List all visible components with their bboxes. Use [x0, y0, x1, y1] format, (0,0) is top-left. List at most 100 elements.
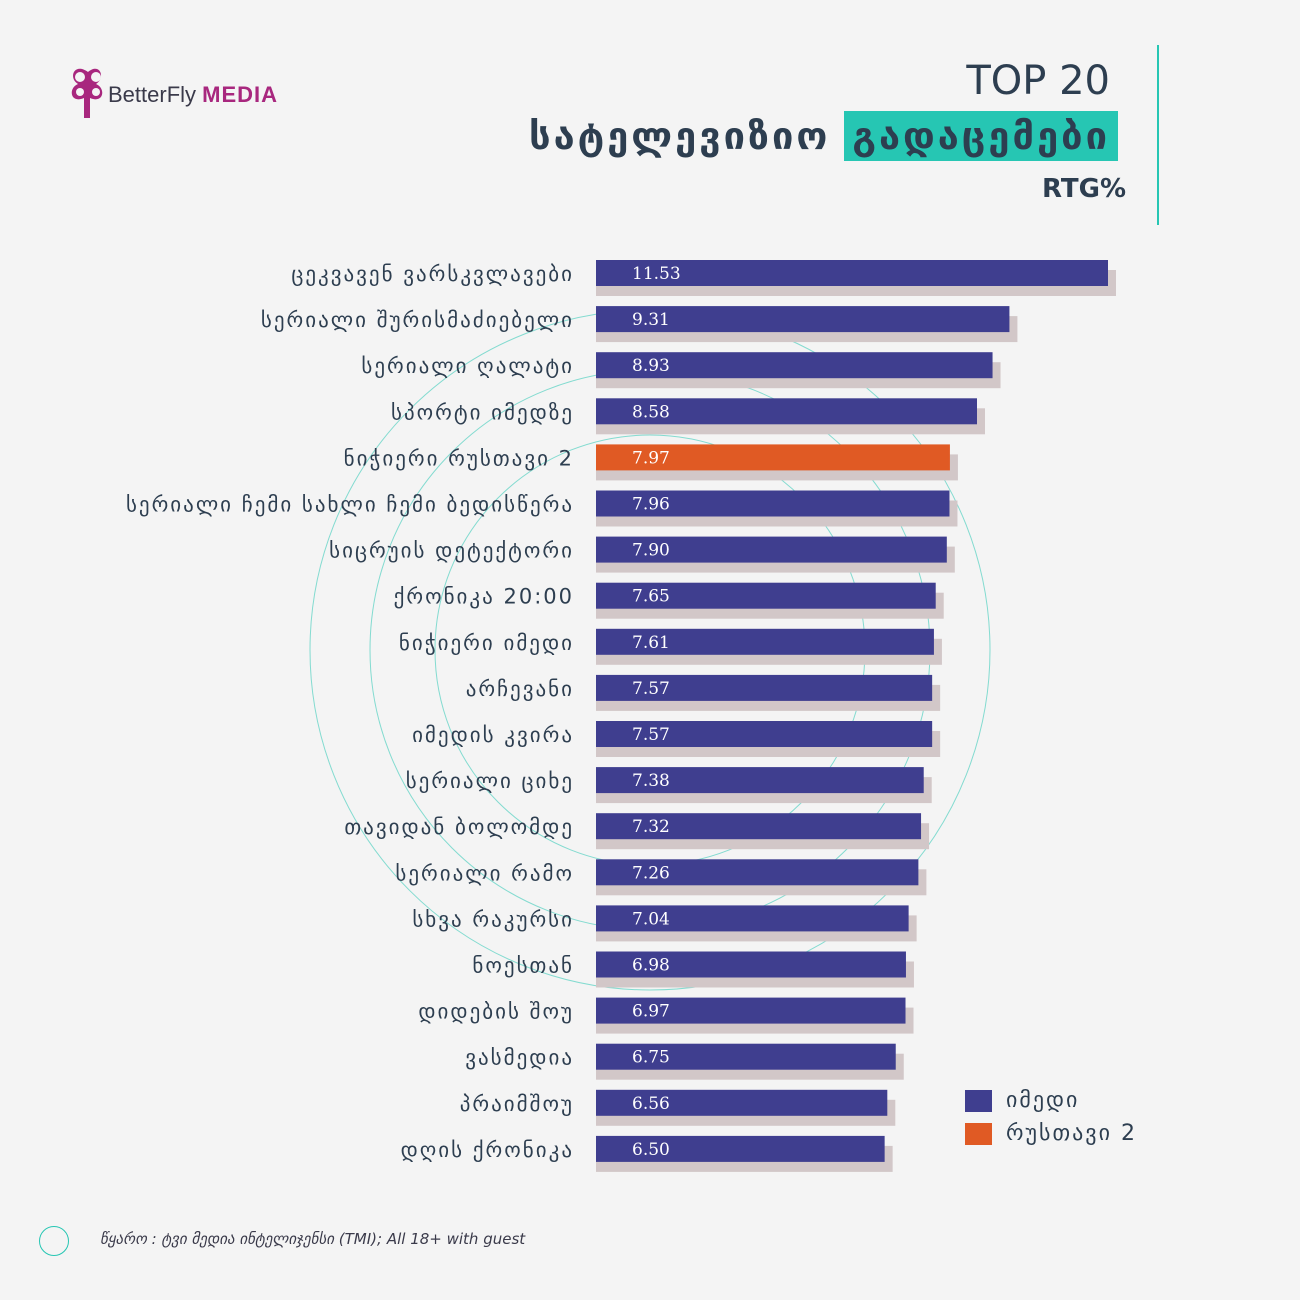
category-label: არჩევანი — [466, 677, 574, 701]
bar — [596, 444, 950, 471]
category-label: დიდების შოუ — [418, 1000, 574, 1024]
bar — [596, 859, 919, 886]
bar — [596, 1135, 885, 1162]
bar-group: 7.57 იმედის კვირა — [412, 721, 941, 757]
category-label: სერიალი ციხე — [406, 769, 574, 793]
category-label: თავიდან ბოლომდე — [344, 815, 574, 839]
bar — [596, 582, 936, 609]
category-label: სერიალი ღალატი — [361, 354, 574, 378]
category-label: ნოესთან — [472, 954, 574, 978]
bar-group: 6.98 ნოესთან — [472, 951, 914, 988]
bar-group: 7.57 არჩევანი — [466, 674, 941, 711]
bar-group: 11.53 ცეკვავენ ვარსკვლავები — [291, 260, 1116, 296]
bar-value-label: 7.90 — [632, 541, 670, 561]
chart-title-part1: სატელევიზიო — [528, 114, 831, 158]
category-label: სერიალი რამო — [395, 861, 574, 885]
bar-group: 6.50 დღის ქრონიკა — [401, 1135, 893, 1172]
bar-value-label: 7.61 — [632, 633, 670, 653]
chart-legend: იმედი რუსთავი 2 — [965, 1088, 1137, 1154]
bar-group: 7.26 სერიალი რამო — [395, 859, 927, 896]
chart-supertitle: TOP 20 — [966, 58, 1110, 104]
chart-title-part2: გადაცემები — [844, 111, 1118, 161]
source-note: წყარო : ტვი მედია ინტელიჯენსი (TMI); All… — [100, 1230, 526, 1248]
category-label: სერიალი შურისმაძიებელი — [261, 308, 574, 332]
bar-group: 6.56 პრაიმშოუ — [460, 1089, 896, 1126]
bar-group: 7.90 სიცრუის დეტექტორი — [329, 536, 955, 573]
bar — [596, 536, 947, 563]
bar-value-label: 7.57 — [632, 725, 670, 745]
bar-group: 7.65 ქრონიკა 20:00 — [394, 582, 944, 619]
bar — [596, 905, 909, 932]
bar-value-label: 6.98 — [632, 956, 670, 976]
bar-group: 8.93 სერიალი ღალატი — [361, 352, 1001, 389]
legend-swatch-rustavi2 — [965, 1122, 992, 1145]
legend-item-rustavi2: რუსთავი 2 — [965, 1121, 1137, 1146]
bar-group: 6.75 ვასმედია — [465, 1043, 904, 1080]
bar — [596, 490, 950, 517]
header-divider — [1157, 45, 1159, 225]
category-label: ცეკვავენ ვარსკვლავები — [291, 262, 574, 286]
footer-circle-icon — [39, 1226, 69, 1256]
category-label: სპორტი იმედზე — [391, 400, 574, 424]
bar-value-label: 7.38 — [632, 771, 670, 791]
bar-group: 9.31 სერიალი შურისმაძიებელი — [261, 306, 1018, 343]
bar-value-label: 6.56 — [632, 1094, 670, 1114]
bar — [596, 951, 906, 978]
bar — [596, 260, 1108, 286]
bar-group: 8.58 სპორტი იმედზე — [391, 398, 986, 435]
brand-name-text: BetterFly — [108, 82, 197, 107]
chart-title: სატელევიზიო გადაცემები — [529, 110, 1118, 162]
bar — [596, 306, 1010, 333]
bar-value-label: 7.65 — [632, 587, 670, 607]
brand-name: BetterFly MEDIA — [108, 82, 278, 108]
bar — [596, 813, 922, 840]
bar-value-label: 7.97 — [632, 448, 670, 468]
bar-value-label: 8.93 — [632, 356, 670, 376]
bar-group: 7.32 თავიდან ბოლომდე — [344, 813, 930, 850]
brand-media-text: MEDIA — [202, 82, 279, 107]
bar-value-label: 11.53 — [632, 264, 681, 284]
bar-value-label: 6.50 — [632, 1140, 670, 1160]
bar — [596, 352, 993, 379]
legend-label-rustavi2: რუსთავი 2 — [1006, 1121, 1137, 1146]
category-label: სერიალი ჩემი სახლი ჩემი ბედისწერა — [126, 493, 574, 517]
bar-value-label: 7.57 — [632, 679, 670, 699]
bar — [596, 398, 978, 425]
bar-value-label: 7.96 — [632, 495, 670, 515]
bar — [596, 721, 933, 747]
legend-label-imedi: იმედი — [1006, 1088, 1080, 1113]
bar-value-label: 6.75 — [632, 1048, 670, 1068]
category-label: ქრონიკა 20:00 — [394, 585, 574, 609]
bar-group: 7.38 სერიალი ციხე — [406, 767, 932, 804]
category-label: ვასმედია — [465, 1046, 574, 1070]
category-label: ნიჭიერი რუსთავი 2 — [344, 446, 574, 470]
bar — [596, 1043, 896, 1070]
bar-group: 7.97 ნიჭიერი რუსთავი 2 — [344, 444, 958, 481]
category-label: დღის ქრონიკა — [401, 1138, 574, 1162]
category-label: სხვა რაკურსი — [412, 907, 574, 931]
bar-group: 7.04 სხვა რაკურსი — [412, 905, 917, 942]
legend-item-imedi: იმედი — [965, 1088, 1137, 1113]
bar-value-label: 7.32 — [632, 817, 670, 837]
chart-unit-label: RTG% — [1042, 174, 1126, 204]
bar-group: 7.61 ნიჭიერი იმედი — [399, 628, 942, 665]
category-label: ნიჭიერი იმედი — [399, 631, 574, 655]
bar — [596, 767, 924, 794]
bar-value-label: 8.58 — [632, 402, 670, 422]
bar — [596, 1089, 888, 1116]
bar — [596, 674, 933, 701]
category-label: იმედის კვირა — [412, 723, 574, 747]
category-label: სიცრუის დეტექტორი — [329, 539, 574, 563]
bar — [596, 997, 906, 1024]
bar-value-label: 9.31 — [632, 310, 670, 330]
bar-value-label: 7.04 — [632, 909, 670, 929]
category-label: პრაიმშოუ — [460, 1092, 574, 1116]
bar-value-label: 7.26 — [632, 863, 670, 883]
bar-value-label: 6.97 — [632, 1002, 670, 1022]
legend-swatch-imedi — [965, 1089, 992, 1112]
bar — [596, 628, 934, 655]
bar-group: 6.97 დიდების შოუ — [418, 997, 914, 1034]
bar-group: 7.96 სერიალი ჩემი სახლი ჩემი ბედისწერა — [126, 490, 958, 527]
butterfly-logo-icon — [71, 68, 103, 118]
